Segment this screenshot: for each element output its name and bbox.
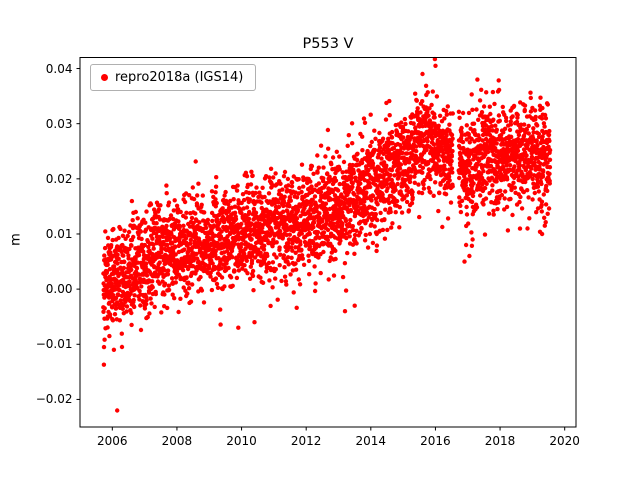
y-tick-label: 0.02 bbox=[45, 171, 73, 186]
legend-label: repro2018a (IGS14) bbox=[115, 70, 244, 85]
x-tick-label: 2010 bbox=[226, 434, 257, 448]
y-tick-label: 0.04 bbox=[45, 61, 73, 76]
legend-marker-icon bbox=[101, 74, 108, 81]
legend: repro2018a (IGS14) bbox=[90, 64, 257, 91]
x-tick-label: 2014 bbox=[355, 434, 387, 448]
y-tick-label: 0.01 bbox=[45, 226, 73, 241]
plot-area-border bbox=[79, 57, 577, 428]
x-tick-label: 2016 bbox=[420, 434, 451, 448]
y-tick-label: −0.01 bbox=[35, 337, 73, 352]
x-tick-label: 2008 bbox=[161, 434, 193, 448]
y-tick-label: 0.03 bbox=[45, 116, 73, 131]
y-tick-label: 0.00 bbox=[45, 282, 73, 297]
x-tick-label: 2006 bbox=[97, 434, 128, 448]
tick-marks bbox=[76, 68, 566, 431]
x-tick-label: 2012 bbox=[290, 434, 322, 448]
y-tick-label: −0.02 bbox=[35, 392, 73, 407]
x-tick-label: 2020 bbox=[549, 434, 580, 448]
scatter-series bbox=[101, 56, 553, 413]
chart-title: P553 V bbox=[302, 36, 354, 52]
x-tick-label: 2018 bbox=[484, 434, 516, 448]
